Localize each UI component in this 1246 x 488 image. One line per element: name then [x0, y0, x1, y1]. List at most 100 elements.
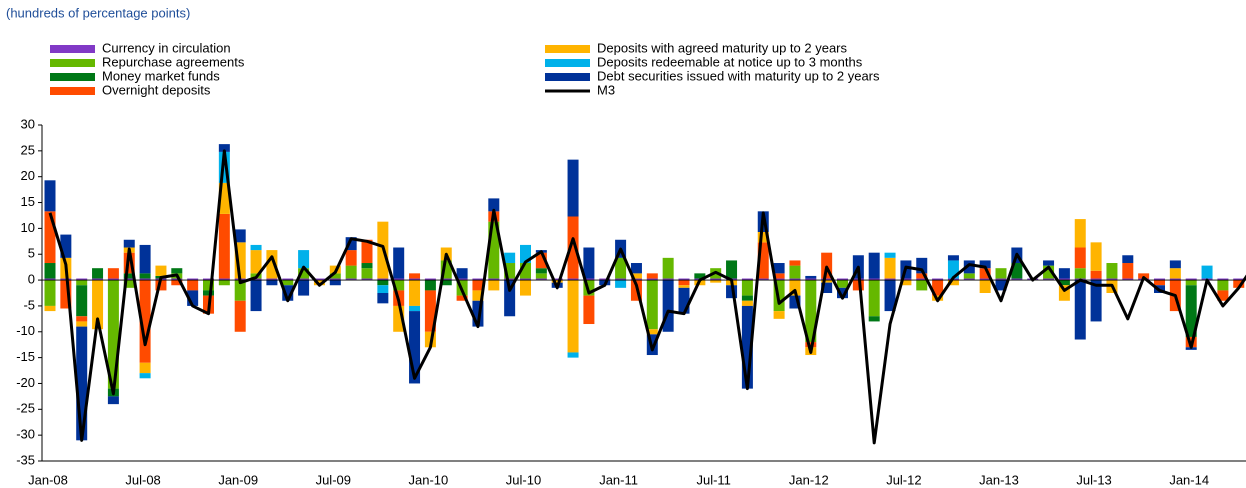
bar-segment	[345, 237, 357, 251]
bar-segment	[250, 280, 262, 312]
bar-segment	[409, 273, 421, 279]
bar-segment	[298, 250, 310, 269]
bar-segment	[1090, 242, 1102, 271]
bar-segment	[1185, 278, 1197, 281]
bar-segment	[995, 278, 1007, 281]
bar-segment	[1217, 278, 1229, 281]
y-tick-label: 25	[21, 142, 35, 157]
bar-segment	[456, 278, 468, 281]
bar-segment	[44, 211, 56, 264]
bar-segment	[488, 278, 500, 281]
bar-segment	[203, 290, 214, 296]
bar-segment	[345, 250, 357, 266]
bar-segment	[963, 273, 975, 279]
bar-segment	[298, 268, 310, 279]
bar-segment	[139, 278, 151, 281]
bar-segment	[187, 290, 199, 306]
bar-segment	[1058, 285, 1070, 301]
bar-segment	[979, 278, 991, 281]
bar-segment	[266, 278, 278, 281]
bar-segment	[1169, 260, 1181, 269]
legend-label: Repurchase agreements	[102, 54, 245, 69]
bar-segment	[171, 278, 183, 281]
bar-segment	[646, 278, 658, 281]
bar-segment	[535, 273, 547, 279]
bar-segment	[361, 239, 373, 264]
bar-segment	[694, 273, 706, 279]
x-tick-label: Jan-09	[218, 472, 258, 487]
bar-segment	[757, 242, 769, 279]
bar-segment	[1058, 268, 1070, 279]
bar-segment	[726, 260, 738, 279]
bar-segment	[1074, 280, 1086, 340]
bar-segment	[361, 263, 373, 269]
bar-segment	[171, 268, 183, 274]
x-tick-label: Jul-09	[316, 472, 351, 487]
bar-segment	[250, 244, 262, 251]
bar-segment	[409, 311, 421, 384]
bar-segment	[884, 252, 896, 258]
legend-swatch	[50, 59, 95, 67]
bar-segment	[393, 247, 405, 279]
x-tick-label: Jul-08	[125, 472, 160, 487]
bar-segment	[615, 257, 627, 279]
bar-segment	[76, 326, 88, 441]
bar-segment	[567, 216, 579, 279]
bar-segment	[837, 280, 848, 288]
bar-segment	[187, 278, 199, 281]
bar-segment	[773, 278, 785, 281]
bar-segment	[377, 285, 389, 293]
legend-label: Currency in circulation	[102, 40, 231, 55]
legend-swatch	[545, 45, 590, 53]
bar-segment	[1233, 280, 1245, 288]
x-tick-label: Jul-10	[506, 472, 541, 487]
bar-segment	[1154, 280, 1165, 286]
bar-segment	[1043, 260, 1055, 266]
bar-segment	[329, 278, 341, 281]
bar-segment	[599, 278, 611, 281]
bar-segment	[123, 273, 135, 279]
x-tick-label: Jul-13	[1076, 472, 1111, 487]
bar-segment	[757, 278, 769, 281]
bar-segment	[1074, 247, 1086, 269]
bar-segment	[1122, 263, 1134, 279]
bar-segment	[615, 278, 627, 281]
bar-segment	[947, 280, 959, 286]
bar-segment	[868, 316, 880, 322]
bar-segment	[520, 280, 531, 296]
bar-segment	[377, 280, 389, 286]
legend-label: Deposits with agreed maturity up to 2 ye…	[597, 40, 848, 55]
y-tick-label: 5	[28, 246, 35, 261]
bar-segment	[741, 305, 753, 389]
x-tick-label: Jan-10	[409, 472, 449, 487]
bar-segment	[123, 239, 135, 248]
bar-segment	[868, 252, 880, 279]
bar-segment	[979, 280, 991, 293]
bar-segment	[583, 295, 595, 325]
bar-segment	[377, 278, 389, 281]
y-tick-label: 15	[21, 194, 35, 209]
bar-segment	[282, 278, 294, 281]
bar-segment	[440, 280, 452, 286]
bar-segment	[393, 278, 405, 281]
legend-swatch	[545, 59, 590, 67]
bar-segment	[424, 290, 436, 332]
bar-segment	[76, 316, 88, 322]
bar-segment	[947, 260, 959, 279]
bar-segment	[884, 278, 896, 281]
bar-segment	[868, 280, 880, 317]
bar-segment	[60, 280, 72, 309]
y-tick-label: -25	[16, 401, 35, 416]
bar-segment	[789, 295, 801, 309]
x-tick-label: Jan-08	[28, 472, 68, 487]
bar-segment	[583, 278, 595, 281]
bar-segment	[932, 280, 944, 296]
bar-segment	[218, 144, 230, 152]
bar-segment	[868, 278, 880, 281]
bar-segment	[1169, 268, 1181, 279]
bar-segment	[1185, 280, 1197, 286]
y-tick-label: 0	[28, 272, 35, 287]
bar-segment	[107, 280, 119, 389]
x-tick-label: Jan-11	[599, 472, 638, 487]
bar-segment	[409, 278, 421, 281]
